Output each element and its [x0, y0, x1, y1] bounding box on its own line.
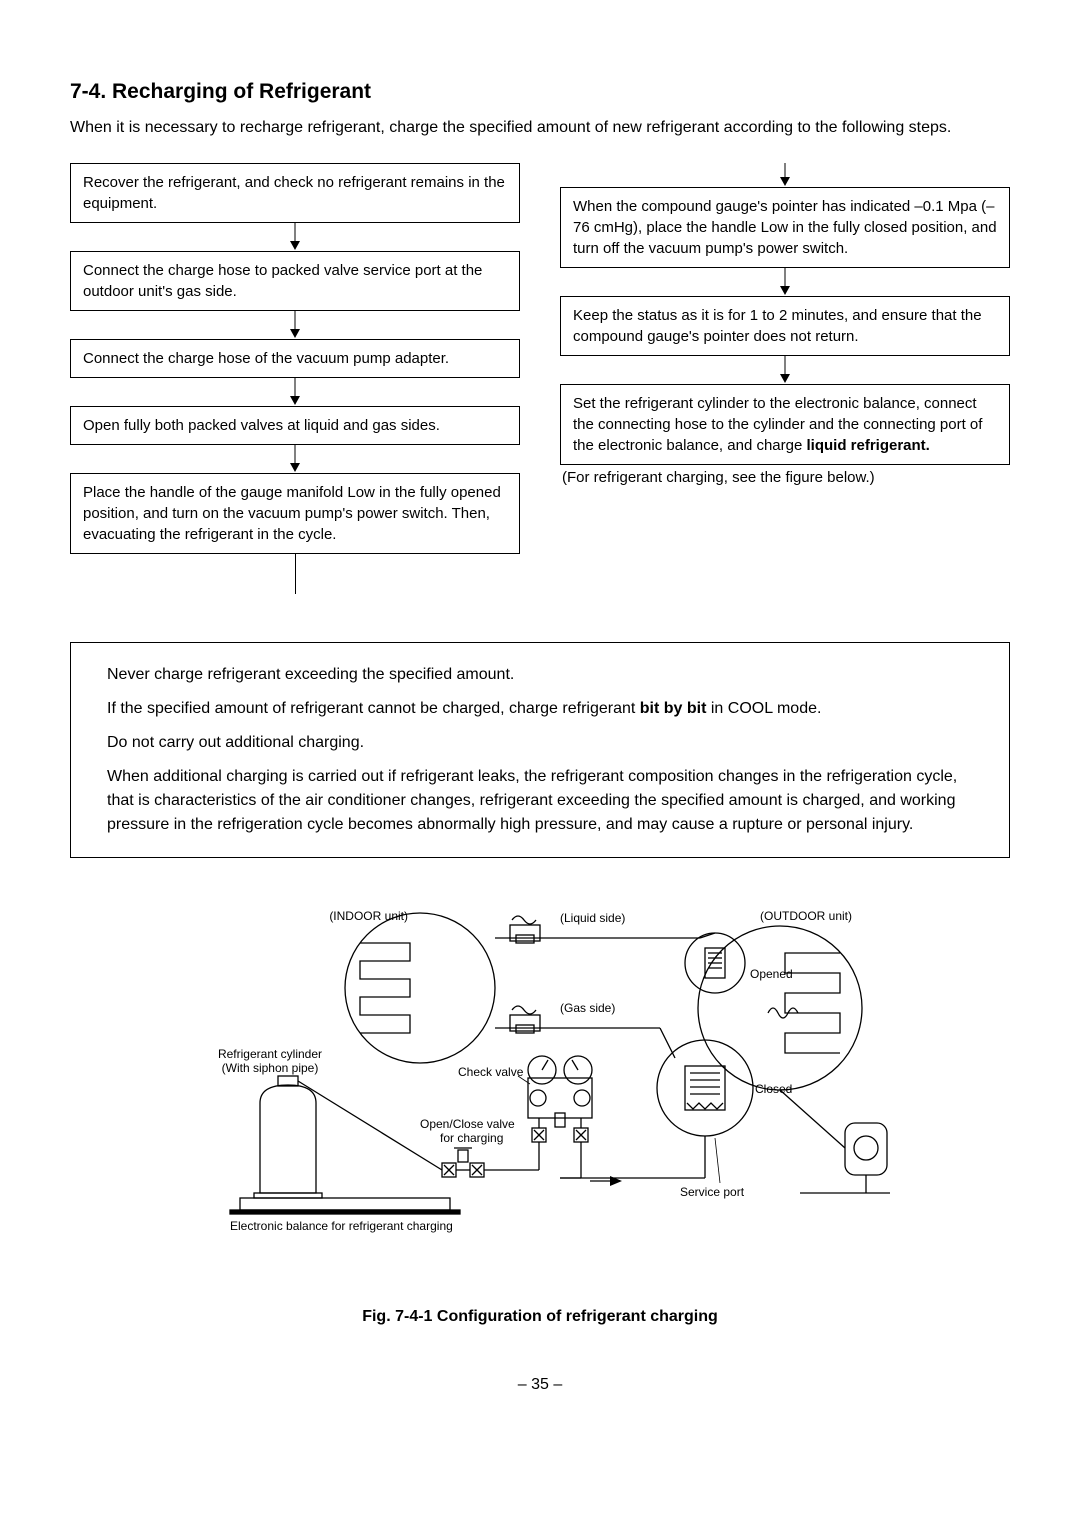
flow-footnote: (For refrigerant charging, see the figur… [560, 465, 1010, 490]
flow-step: Connect the charge hose to packed valve … [70, 251, 520, 311]
warning-text: in COOL mode. [706, 700, 821, 717]
label-open-close-1: Open/Close valve [420, 1117, 515, 1131]
page-number: – 35 – [70, 1376, 1010, 1394]
label-check-valve: Check valve [458, 1065, 524, 1079]
label-liquid-side: (Liquid side) [560, 911, 625, 925]
label-opened: Opened [750, 967, 793, 981]
flowchart: Recover the refrigerant, and check no re… [70, 163, 1010, 594]
label-gas-side: (Gas side) [560, 1001, 615, 1015]
label-cylinder-1: Refrigerant cylinder [218, 1047, 322, 1061]
label-closed: Closed [755, 1082, 792, 1096]
diagram: (INDOOR unit) (OUTDOOR unit) (Liquid sid… [70, 898, 1010, 1258]
flow-right-column: When the compound gauge's pointer has in… [560, 163, 1010, 594]
label-balance: Electronic balance for refrigerant charg… [230, 1219, 453, 1233]
flow-arrow-icon [70, 311, 520, 339]
flow-arrow-icon [70, 445, 520, 473]
flow-continuation-line [70, 554, 520, 594]
flow-step: Set the refrigerant cylinder to the elec… [560, 384, 1010, 465]
flow-arrow-icon [70, 223, 520, 251]
figure-caption: Fig. 7-4-1 Configuration of refrigerant … [70, 1308, 1010, 1326]
flow-step: Recover the refrigerant, and check no re… [70, 163, 520, 223]
flow-arrow-icon [560, 163, 1010, 187]
flow-step: Place the handle of the gauge manifold L… [70, 473, 520, 554]
warning-text: If the specified amount of refrigerant c… [107, 700, 640, 717]
intro-text: When it is necessary to recharge refrige… [70, 116, 1010, 139]
label-open-close-2: for charging [440, 1131, 503, 1145]
flow-arrow-icon [560, 356, 1010, 384]
warning-bold: bit by bit [640, 700, 707, 717]
flow-step: Open fully both packed valves at liquid … [70, 406, 520, 445]
label-service-port: Service port [680, 1185, 745, 1199]
flow-left-column: Recover the refrigerant, and check no re… [70, 163, 520, 594]
label-indoor: (INDOOR unit) [329, 909, 408, 923]
label-cylinder-2: (With siphon pipe) [222, 1061, 319, 1075]
warning-box: Never charge refrigerant exceeding the s… [70, 642, 1010, 858]
label-outdoor: (OUTDOOR unit) [760, 909, 852, 923]
flow-step: Connect the charge hose of the vacuum pu… [70, 339, 520, 378]
warning-line: When additional charging is carried out … [107, 765, 973, 837]
warning-line: Do not carry out additional charging. [107, 731, 973, 755]
flow-step-bold: liquid refrigerant. [807, 437, 930, 454]
flow-arrow-icon [560, 268, 1010, 296]
flow-step: When the compound gauge's pointer has in… [560, 187, 1010, 268]
flow-step: Keep the status as it is for 1 to 2 minu… [560, 296, 1010, 356]
warning-line: Never charge refrigerant exceeding the s… [107, 663, 973, 687]
refrigerant-diagram-svg: (INDOOR unit) (OUTDOOR unit) (Liquid sid… [160, 898, 920, 1258]
section-heading: 7-4. Recharging of Refrigerant [70, 80, 1010, 104]
warning-line: If the specified amount of refrigerant c… [107, 697, 973, 721]
flow-arrow-icon [70, 378, 520, 406]
